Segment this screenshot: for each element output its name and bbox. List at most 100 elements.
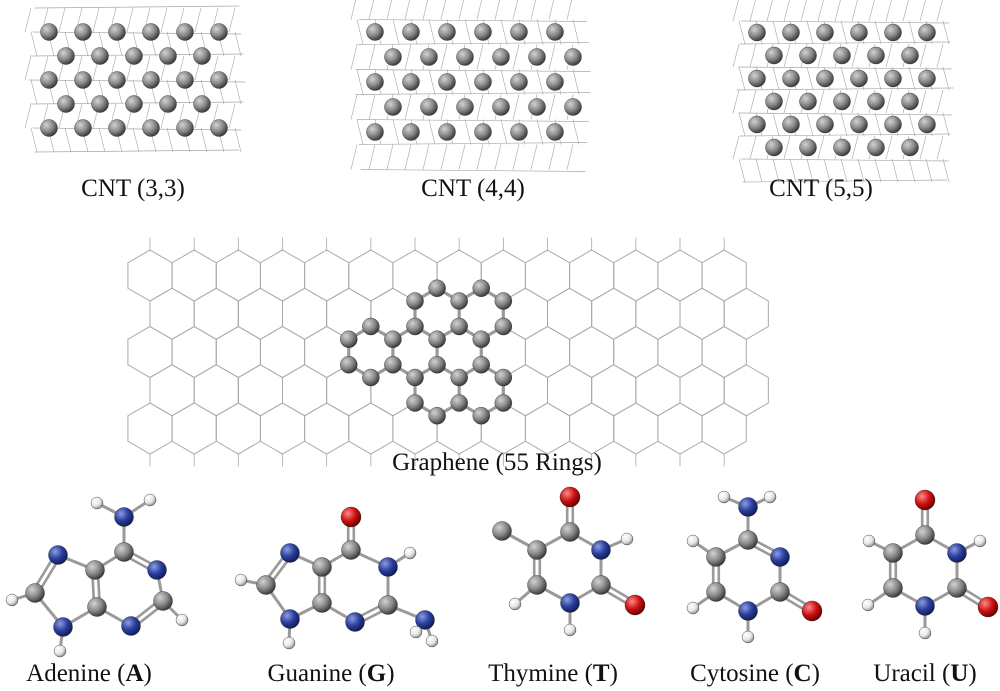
carbon-atom	[406, 292, 424, 310]
tube-wire	[936, 0, 943, 22]
nitrogen-atom	[280, 609, 300, 629]
tube-wire	[234, 31, 242, 57]
graphene-ring	[701, 325, 747, 379]
hydrogen-atom	[282, 636, 296, 650]
hydrogen-atom	[620, 532, 634, 546]
carbon-atom	[546, 23, 564, 41]
tube-wire	[942, 158, 950, 183]
tube-wire	[512, 0, 518, 20]
tube-wire	[732, 89, 740, 114]
tube-wire	[30, 127, 38, 153]
tube-wire	[908, 112, 916, 137]
carbon-atom	[782, 69, 800, 88]
tube-wire	[356, 19, 364, 45]
tube-wire	[919, 89, 927, 114]
tube-wire	[368, 44, 376, 70]
nitrogen-atom	[378, 557, 398, 577]
carbon-atom	[492, 98, 510, 116]
carbon-atom	[816, 69, 834, 88]
tube-wire	[548, 144, 556, 170]
carbon-atom	[25, 583, 45, 603]
tube-wire	[739, 41, 951, 45]
carbon-atom	[816, 23, 834, 42]
tube-wire	[166, 127, 174, 153]
graphene-ring	[282, 287, 328, 340]
hydrogen-atom	[90, 496, 104, 510]
graphene-ring	[547, 287, 593, 340]
graphene-ring	[701, 402, 747, 455]
tube-wire	[58, 7, 66, 33]
cnt-4-4-label: CNT (4,4)	[421, 175, 525, 202]
carbon-atom	[528, 48, 546, 66]
tube-wire	[228, 7, 236, 33]
adenine-molecule	[5, 493, 189, 658]
tube-wire	[464, 69, 472, 95]
graphene-ring	[524, 402, 571, 455]
graphene-ring	[127, 402, 173, 455]
nitrogen-atom	[48, 545, 68, 565]
graphene-ring	[304, 249, 350, 302]
carbon-atom	[176, 119, 194, 137]
tube-wire	[936, 135, 944, 160]
hydrogen-atom	[763, 490, 777, 504]
tube-wire	[392, 119, 400, 145]
thymine-molecule	[492, 486, 646, 637]
tube-wire	[817, 135, 825, 160]
carbon-atom	[770, 582, 790, 602]
tube-wire	[840, 112, 848, 137]
graphene-ring	[701, 249, 747, 302]
graphene-ring	[657, 249, 703, 302]
carbon-atom	[782, 115, 800, 134]
nitrogen-atom	[947, 543, 967, 563]
oxygen-atom	[801, 600, 823, 622]
tube-wire	[874, 66, 882, 91]
tube-wire	[741, 158, 949, 162]
tube-wire	[234, 127, 242, 153]
carbon-atom	[799, 92, 817, 111]
tube-wire	[464, 119, 472, 145]
hydrogen-atom	[409, 625, 423, 639]
tube-wire	[228, 55, 236, 81]
graphene-ring	[591, 364, 637, 417]
cytosine-letter: C	[794, 660, 812, 687]
tube-wire	[749, 135, 757, 160]
carbon-atom	[125, 95, 143, 113]
tube-wire	[925, 158, 933, 183]
carbon-atom	[883, 578, 903, 598]
carbon-atom	[428, 279, 446, 297]
carbon-atom	[492, 48, 510, 66]
carbon-atom	[176, 23, 194, 41]
graphene-ring	[259, 249, 306, 302]
graphene-ring	[524, 249, 571, 302]
tube-wire	[772, 112, 780, 137]
carbon-atom	[765, 138, 783, 157]
tube-wire	[732, 0, 739, 22]
hydrogen-atom	[862, 534, 876, 548]
tube-wire	[738, 112, 746, 137]
carbon-atom	[748, 69, 766, 88]
tube-wire	[817, 0, 824, 22]
carbon-atom	[494, 317, 513, 336]
carbon-atom	[472, 356, 490, 374]
tube-wire	[350, 44, 358, 70]
tube-wire	[572, 119, 580, 145]
nitrogen-atom	[147, 560, 167, 580]
carbon-atom	[510, 23, 528, 41]
nitrogen-atom	[591, 540, 611, 560]
carbon-atom	[74, 71, 92, 89]
tube-wire	[749, 0, 756, 22]
carbon-atom	[312, 593, 332, 613]
tube-wire	[24, 103, 32, 129]
carbon-atom	[428, 407, 446, 425]
nitrogen-atom	[280, 543, 300, 563]
tube-wire	[428, 19, 436, 45]
graphene-sheet	[127, 237, 769, 467]
adenine-letter: A	[125, 660, 143, 687]
tube-wire	[936, 89, 944, 114]
carbon-atom	[438, 73, 456, 91]
uracil-molecule	[861, 489, 999, 640]
tube-wire	[530, 0, 536, 20]
carbon-atom	[384, 48, 402, 66]
carbon-atom	[472, 279, 490, 297]
graphene-ring	[348, 402, 394, 455]
